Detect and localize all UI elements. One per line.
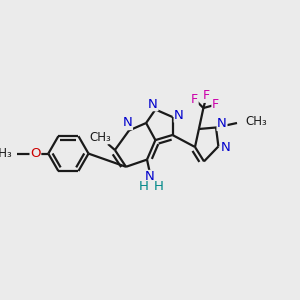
- Text: N: N: [123, 116, 132, 130]
- Text: CH₃: CH₃: [0, 147, 12, 160]
- Text: N: N: [148, 98, 158, 111]
- Text: H: H: [154, 180, 163, 193]
- Text: N: N: [174, 109, 184, 122]
- Text: CH₃: CH₃: [89, 130, 111, 144]
- Text: O: O: [30, 147, 41, 160]
- Text: CH₃: CH₃: [245, 115, 267, 128]
- Text: F: F: [203, 89, 210, 102]
- Text: H: H: [139, 180, 148, 193]
- Text: N: N: [221, 141, 231, 154]
- Text: F: F: [191, 93, 198, 106]
- Text: F: F: [212, 98, 219, 111]
- Text: N: N: [217, 117, 227, 130]
- Text: N: N: [145, 170, 155, 184]
